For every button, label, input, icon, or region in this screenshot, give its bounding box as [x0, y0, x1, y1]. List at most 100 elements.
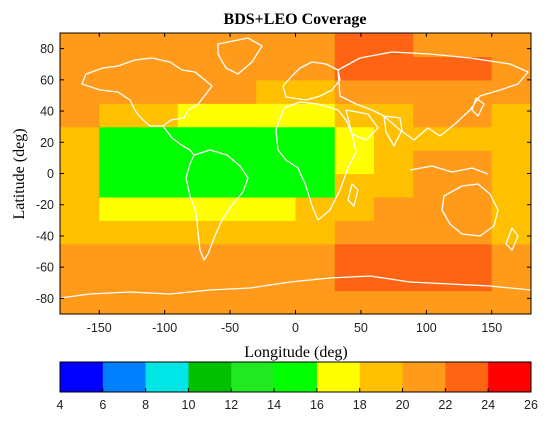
coverage-cell [491, 243, 531, 268]
coverage-cell [99, 243, 140, 268]
coverage-cell [256, 79, 297, 104]
asia-outline [337, 51, 529, 141]
coverage-cell [334, 33, 375, 58]
colorbar-swatch [359, 362, 403, 392]
colorbar-swatch [102, 362, 147, 392]
coverage-cell [334, 290, 375, 314]
coverage-cell [491, 196, 531, 221]
coverage-cell [256, 103, 297, 128]
colorbar-tick-label: 4 [57, 398, 64, 412]
coverage-cell [491, 290, 531, 314]
coverage-cell [491, 33, 531, 58]
coverage-cell [60, 267, 100, 292]
coverage-cell [99, 33, 140, 58]
coverage-cell [60, 150, 100, 175]
x-tick-label: -50 [221, 321, 239, 335]
coverage-cell [99, 220, 140, 245]
coverage-cell [60, 103, 100, 128]
coverage-cell [295, 220, 336, 245]
coverage-cell [374, 173, 414, 198]
coverage-cell [217, 196, 257, 221]
coverage-cell [491, 103, 531, 128]
coverage-cell [413, 220, 454, 245]
coverage-cell [138, 220, 179, 245]
coverage-cell [138, 196, 179, 221]
coverage-cell [99, 173, 140, 198]
coverage-cell [413, 267, 454, 292]
coverage-cell [374, 56, 414, 81]
greenland-outline [217, 37, 263, 75]
coverage-cell [452, 173, 493, 198]
new-zealand-outline [505, 227, 519, 251]
coverage-cell [334, 196, 375, 221]
coverage-cell [452, 79, 493, 104]
coverage-cell [256, 290, 297, 314]
axes: -150 -100 -50 0 50 100 150 80 60 40 20 0 -20 -40 -60 -8… [36, 33, 531, 335]
coverage-cell [374, 243, 414, 268]
coverage-cell [334, 173, 375, 198]
coverage-cell [413, 103, 454, 128]
coverage-cell [217, 243, 257, 268]
coverage-cell [138, 150, 179, 175]
coverage-cell [99, 267, 140, 292]
coverage-cell [99, 103, 140, 128]
coverage-cell [177, 290, 218, 314]
coverage-cell [177, 267, 218, 292]
coverage-cell [99, 196, 140, 221]
coverage-cell [452, 290, 493, 314]
coverage-cell [295, 33, 336, 58]
x-tick-label: -100 [152, 321, 177, 335]
x-tick-label: 50 [354, 321, 368, 335]
north-america-outline [81, 57, 213, 127]
coverage-cell [374, 150, 414, 175]
coverage-cell [217, 33, 257, 58]
madagascar-outline [347, 183, 359, 207]
colorbar-tick-label: 10 [182, 398, 196, 412]
colorbar-swatch [145, 362, 189, 392]
coverage-cell [177, 243, 218, 268]
coverage-field [60, 33, 531, 314]
coverage-cell [60, 79, 100, 104]
arabia-outline [345, 109, 379, 141]
colorbar-swatch [274, 362, 318, 392]
coverage-cell [217, 173, 257, 198]
coverage-cell [295, 243, 336, 268]
coverage-cell [60, 33, 100, 58]
coverage-cell [217, 126, 257, 151]
coverage-cell [374, 290, 414, 314]
y-tick-label: -80 [36, 292, 54, 306]
coverage-cell [334, 220, 375, 245]
coverage-cell [295, 56, 336, 81]
coverage-cell [99, 150, 140, 175]
colorbar-tick-label: 26 [524, 398, 538, 412]
coverage-cell [256, 267, 297, 292]
coverage-cell [491, 150, 531, 175]
coverage-cell [334, 267, 375, 292]
coverage-cell [138, 33, 179, 58]
colorbar-tick-label: 6 [99, 398, 106, 412]
south-america-outline [185, 149, 249, 261]
coverage-cell [217, 103, 257, 128]
coverage-cell [295, 196, 336, 221]
x-tick-label: -150 [87, 321, 112, 335]
coverage-cell [217, 267, 257, 292]
coverage-cell [138, 56, 179, 81]
coverage-cell [217, 290, 257, 314]
y-tick-label: -40 [36, 229, 54, 243]
coverage-cell [217, 220, 257, 245]
colorbar-swatch [231, 362, 275, 392]
africa-outline [275, 101, 357, 221]
coverage-cell [413, 173, 454, 198]
coverage-cell [60, 196, 100, 221]
coverage-cell [491, 220, 531, 245]
colorbar-tick-label: 14 [267, 398, 281, 412]
chart-title: BDS+LEO Coverage [224, 11, 367, 28]
antarctica-outline [60, 275, 531, 299]
coverage-cell [334, 243, 375, 268]
coverage-cell [374, 103, 414, 128]
y-tick-label: -60 [36, 261, 54, 275]
coverage-cell [413, 56, 454, 81]
coverage-cell [452, 243, 493, 268]
coverage-cell [413, 196, 454, 221]
